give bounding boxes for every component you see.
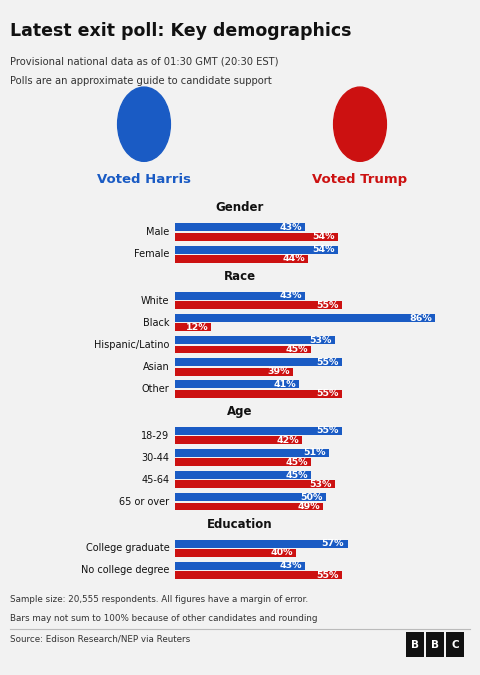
Text: 42%: 42% xyxy=(276,435,299,445)
Text: 65 or over: 65 or over xyxy=(120,497,169,507)
Text: 12%: 12% xyxy=(185,323,208,332)
Text: Education: Education xyxy=(207,518,273,531)
Text: 86%: 86% xyxy=(409,314,432,323)
Text: Race: Race xyxy=(224,270,256,283)
Text: Source: Edison Research/NEP via Reuters: Source: Edison Research/NEP via Reuters xyxy=(10,634,190,643)
Text: 54%: 54% xyxy=(312,245,335,254)
FancyBboxPatch shape xyxy=(175,539,348,547)
FancyBboxPatch shape xyxy=(175,314,435,322)
Text: 43%: 43% xyxy=(279,292,302,300)
Text: 49%: 49% xyxy=(298,502,320,511)
FancyBboxPatch shape xyxy=(175,292,305,300)
Text: 45%: 45% xyxy=(286,345,308,354)
Text: 43%: 43% xyxy=(279,561,302,570)
Text: 51%: 51% xyxy=(303,448,326,458)
FancyBboxPatch shape xyxy=(175,336,336,344)
FancyBboxPatch shape xyxy=(175,358,341,367)
FancyBboxPatch shape xyxy=(175,301,341,309)
Text: No college degree: No college degree xyxy=(81,566,169,575)
Text: 39%: 39% xyxy=(267,367,290,376)
Text: 53%: 53% xyxy=(310,335,332,345)
FancyBboxPatch shape xyxy=(175,458,312,466)
FancyBboxPatch shape xyxy=(175,449,329,457)
FancyBboxPatch shape xyxy=(446,632,464,657)
Text: 30-44: 30-44 xyxy=(142,453,169,462)
FancyBboxPatch shape xyxy=(175,368,293,375)
Text: 45-64: 45-64 xyxy=(141,475,169,485)
FancyBboxPatch shape xyxy=(406,632,424,657)
FancyBboxPatch shape xyxy=(175,562,305,570)
FancyBboxPatch shape xyxy=(175,427,341,435)
Text: Provisional national data as of 01:30 GMT (20:30 EST): Provisional national data as of 01:30 GM… xyxy=(10,57,278,67)
Text: Voted Harris: Voted Harris xyxy=(97,173,191,186)
Text: 40%: 40% xyxy=(270,548,293,558)
Text: Other: Other xyxy=(142,384,169,394)
Text: 50%: 50% xyxy=(300,493,323,502)
FancyBboxPatch shape xyxy=(175,246,338,254)
FancyBboxPatch shape xyxy=(175,493,326,501)
Text: 54%: 54% xyxy=(312,232,335,241)
Text: Male: Male xyxy=(146,227,169,237)
FancyBboxPatch shape xyxy=(175,389,341,398)
Text: 18-29: 18-29 xyxy=(141,431,169,441)
Text: B: B xyxy=(431,640,439,649)
Text: 45%: 45% xyxy=(286,470,308,479)
FancyBboxPatch shape xyxy=(175,502,324,510)
Text: Polls are an approximate guide to candidate support: Polls are an approximate guide to candid… xyxy=(10,76,271,86)
Circle shape xyxy=(334,87,386,161)
Text: 45%: 45% xyxy=(286,458,308,466)
Text: 44%: 44% xyxy=(282,254,305,263)
Text: C: C xyxy=(451,640,459,649)
FancyBboxPatch shape xyxy=(175,346,312,354)
Text: 55%: 55% xyxy=(316,301,338,310)
FancyBboxPatch shape xyxy=(175,323,212,331)
Text: Age: Age xyxy=(227,405,253,418)
FancyBboxPatch shape xyxy=(175,471,312,479)
Circle shape xyxy=(118,87,170,161)
FancyBboxPatch shape xyxy=(175,481,336,488)
Text: 55%: 55% xyxy=(316,427,338,435)
FancyBboxPatch shape xyxy=(175,223,305,232)
Text: Hispanic/Latino: Hispanic/Latino xyxy=(94,340,169,350)
Text: Sample size: 20,555 respondents. All figures have a margin of error.: Sample size: 20,555 respondents. All fig… xyxy=(10,595,308,604)
Text: White: White xyxy=(141,296,169,306)
Text: 57%: 57% xyxy=(322,539,344,548)
FancyBboxPatch shape xyxy=(175,255,308,263)
FancyBboxPatch shape xyxy=(426,632,444,657)
Text: 53%: 53% xyxy=(310,480,332,489)
Text: 55%: 55% xyxy=(316,358,338,367)
Text: Gender: Gender xyxy=(216,201,264,215)
FancyBboxPatch shape xyxy=(175,571,341,579)
Text: 41%: 41% xyxy=(273,380,296,389)
Text: Bars may not sum to 100% because of other candidates and rounding: Bars may not sum to 100% because of othe… xyxy=(10,614,317,623)
FancyBboxPatch shape xyxy=(175,233,338,241)
Text: Latest exit poll: Key demographics: Latest exit poll: Key demographics xyxy=(10,22,351,40)
Text: B: B xyxy=(411,640,419,649)
Text: Voted Trump: Voted Trump xyxy=(312,173,408,186)
Text: Female: Female xyxy=(134,249,169,259)
FancyBboxPatch shape xyxy=(175,436,302,444)
Text: Black: Black xyxy=(143,318,169,328)
FancyBboxPatch shape xyxy=(175,381,299,388)
FancyBboxPatch shape xyxy=(175,549,296,557)
Text: 43%: 43% xyxy=(279,223,302,232)
Text: 55%: 55% xyxy=(316,389,338,398)
Text: 55%: 55% xyxy=(316,570,338,580)
Text: College graduate: College graduate xyxy=(86,543,169,553)
Text: Asian: Asian xyxy=(143,362,169,372)
